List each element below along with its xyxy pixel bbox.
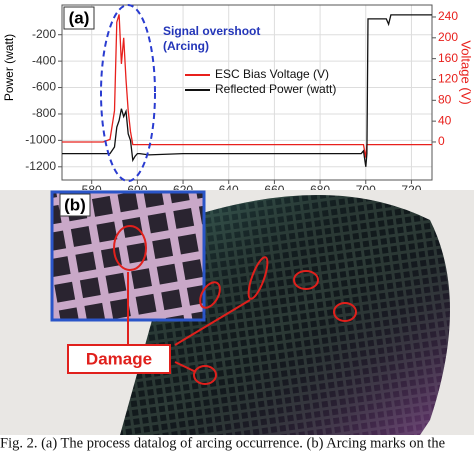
damage-box bbox=[67, 344, 171, 374]
panel-label: (a) bbox=[69, 8, 90, 27]
chart: 580600620640660680700720-1200-1000-800-6… bbox=[2, 4, 474, 208]
plot-frame bbox=[61, 4, 433, 181]
series-line bbox=[62, 14, 432, 158]
caption: Fig. 2. (a) The process datalog of arcin… bbox=[0, 435, 445, 451]
damage-mark bbox=[113, 225, 147, 271]
annotation: (Arcing) bbox=[163, 39, 209, 53]
y2-tick-label: 40 bbox=[438, 113, 452, 127]
y-tick-label: -200 bbox=[32, 27, 56, 41]
y2-tick-label: 120 bbox=[438, 72, 458, 86]
damage-mark bbox=[193, 365, 217, 385]
y-tick-label: -1200 bbox=[25, 159, 56, 173]
damage-label: Damage bbox=[86, 349, 152, 368]
y2-tick-label: 160 bbox=[438, 51, 458, 65]
y2-tick-label: 80 bbox=[438, 92, 452, 106]
damage-mark bbox=[199, 281, 221, 309]
y-tick-label: -400 bbox=[32, 53, 56, 67]
damage-mark bbox=[333, 302, 357, 322]
arrows bbox=[127, 272, 251, 373]
legend-label: ESC Bias Voltage (V) bbox=[215, 67, 329, 81]
y-tick-label: -600 bbox=[32, 80, 56, 94]
legend-label: Reflected Power (watt) bbox=[215, 82, 336, 96]
damage-mark bbox=[247, 256, 269, 300]
panel-label: (b) bbox=[64, 195, 86, 214]
panel-label-box bbox=[59, 193, 91, 217]
photo: (b) Damage bbox=[0, 190, 474, 435]
y2-tick-label: 200 bbox=[438, 30, 458, 44]
y-tick-label: -1000 bbox=[25, 133, 56, 147]
series-line bbox=[62, 14, 432, 167]
y-axis-label: Power (watt) bbox=[2, 34, 16, 101]
highlight-ellipse bbox=[100, 4, 156, 182]
y-tick-label: -800 bbox=[32, 106, 56, 120]
panel-label-box bbox=[63, 6, 95, 30]
y2-tick-label: 240 bbox=[438, 9, 458, 23]
damage-mark bbox=[293, 270, 319, 290]
y2-axis-label: Voltage (V) bbox=[459, 40, 474, 104]
annotation: Signal overshoot bbox=[163, 24, 260, 38]
y2-tick-label: 0 bbox=[438, 134, 445, 148]
